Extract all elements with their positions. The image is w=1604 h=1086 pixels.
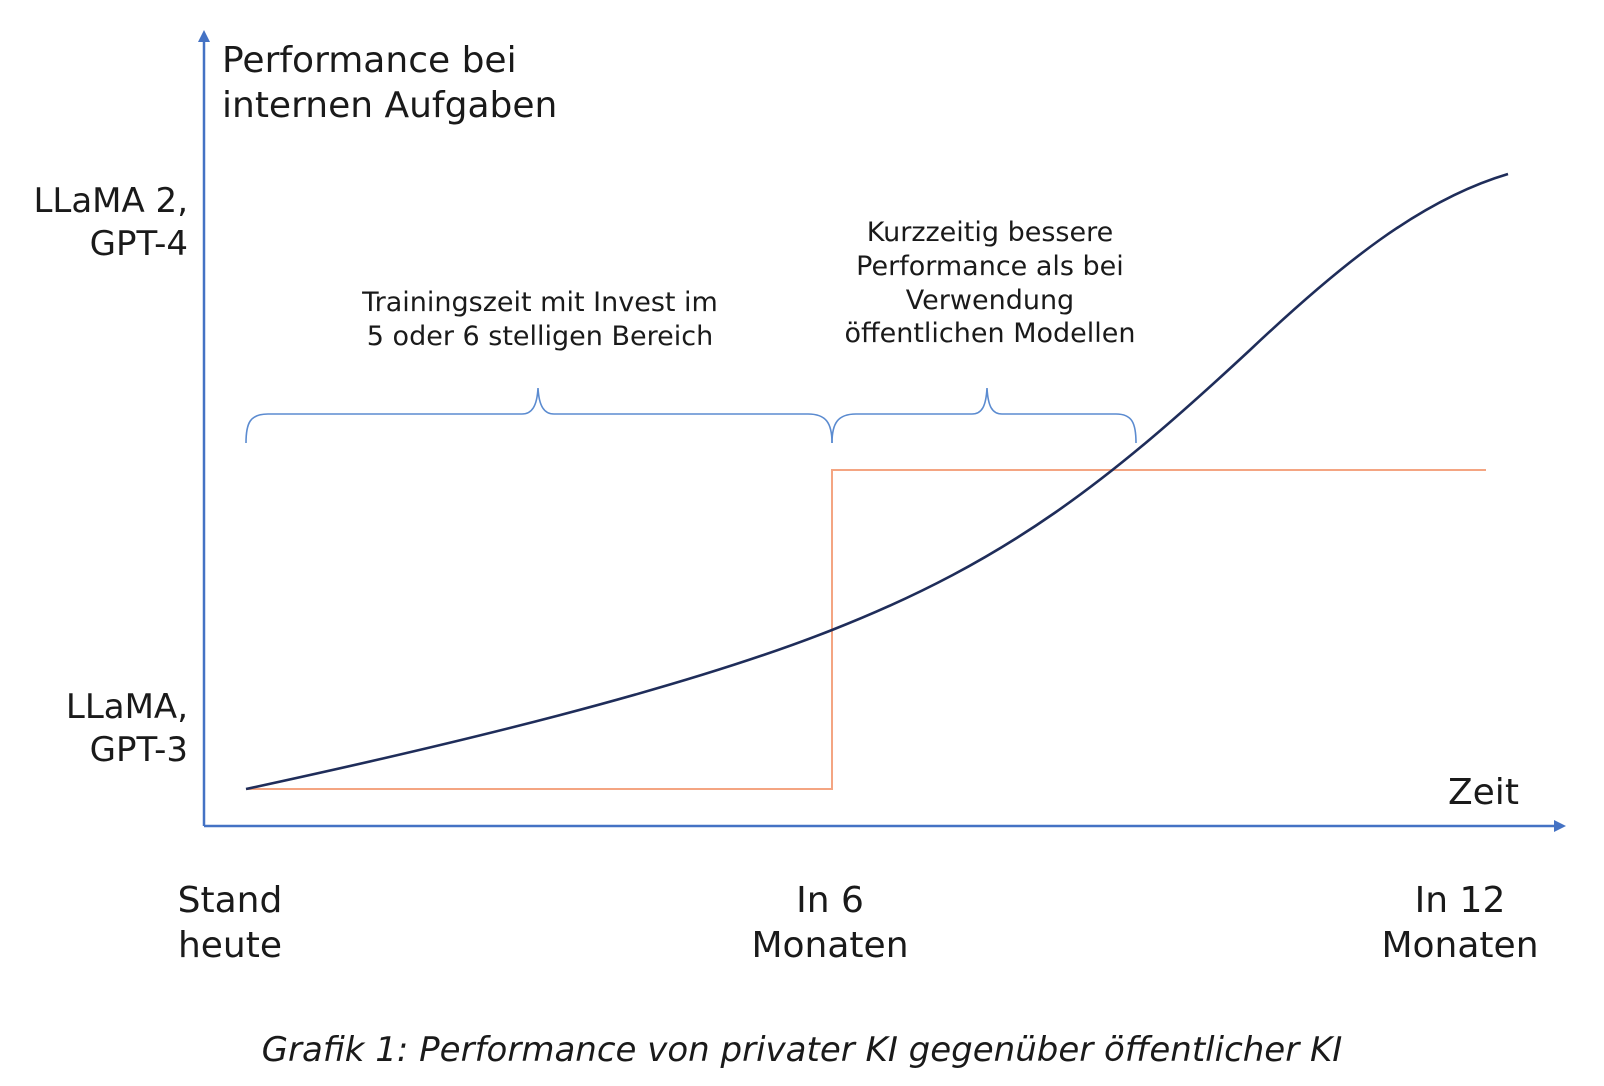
y-tick-llama-gpt3: LLaMA, GPT-3 [65, 687, 188, 770]
x-axis-label: Zeit [1448, 772, 1519, 813]
y-axis-label: Performance bei internen Aufgaben [222, 40, 558, 126]
x-tick-stand-heute: Stand heute [177, 880, 283, 966]
x-tick-in-6-monaten: In 6 Monaten [751, 880, 909, 966]
advantage-period-annotation: Kurzzeitig bessere Performance als bei V… [844, 217, 1136, 350]
figure-caption: Grafik 1: Performance von privater KI ge… [261, 1030, 1343, 1070]
y-tick-llama2-gpt4: LLaMA 2, GPT-4 [33, 181, 188, 264]
private-ki-step-line [246, 469, 1486, 790]
advantage-period-brace [831, 387, 1137, 444]
x-tick-in-12-monaten: In 12 Monaten [1381, 880, 1539, 966]
training-period-annotation: Trainingszeit mit Invest im 5 oder 6 ste… [362, 287, 718, 352]
public-ki-curve [245, 172, 1509, 791]
training-period-brace [245, 387, 833, 444]
